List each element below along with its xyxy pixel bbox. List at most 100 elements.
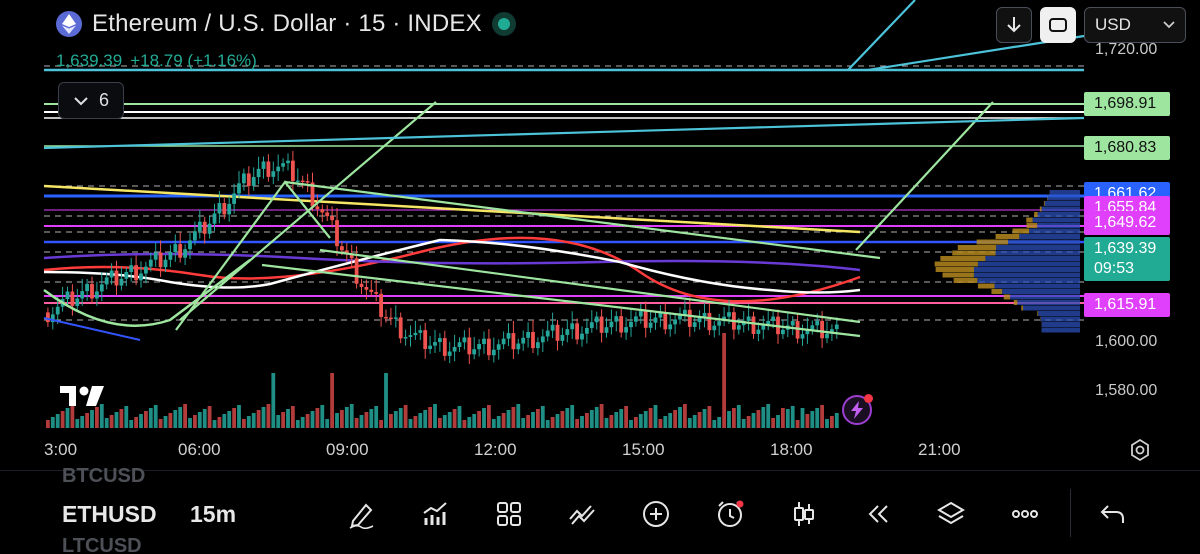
- volume-bar: [315, 408, 320, 428]
- chart-settings-icon[interactable]: [1128, 438, 1152, 462]
- undo-button[interactable]: [1096, 497, 1130, 531]
- layout-button[interactable]: [492, 497, 526, 531]
- candle-body: [403, 336, 408, 339]
- volume-bar: [193, 415, 197, 428]
- last-price: 1,639.39: [56, 51, 123, 70]
- candle-body: [202, 221, 207, 234]
- profile-bar: [977, 261, 1080, 267]
- candle-body: [398, 317, 403, 339]
- candle-body: [124, 271, 129, 279]
- volume-bar: [712, 420, 717, 428]
- profile-bar: [1038, 311, 1080, 316]
- currency-select[interactable]: USD: [1084, 7, 1186, 43]
- layers-button[interactable]: [934, 497, 968, 531]
- trend-line: [855, 101, 994, 251]
- candle-body: [516, 343, 521, 350]
- price-chart[interactable]: [0, 0, 1200, 470]
- trend-tools-button[interactable]: [565, 497, 599, 531]
- alert-button[interactable]: [713, 497, 747, 531]
- volume-bar: [413, 416, 418, 428]
- volume-bar: [379, 420, 383, 428]
- volume-bar: [134, 417, 138, 428]
- volume-bar: [109, 415, 114, 428]
- interval-selector[interactable]: 15m: [190, 501, 237, 527]
- candle-body: [55, 306, 60, 315]
- currency-value: USD: [1095, 15, 1131, 34]
- volume-bar: [491, 419, 496, 428]
- candle-body: [555, 324, 560, 341]
- candlesticks: [46, 150, 839, 365]
- indicators-button[interactable]: [418, 497, 452, 531]
- volume-bar: [75, 419, 80, 428]
- more-button[interactable]: [1008, 497, 1042, 531]
- volume-bar: [65, 408, 70, 428]
- draw-tool-button[interactable]: [345, 497, 379, 531]
- candle-body: [428, 345, 432, 350]
- candle-body: [153, 252, 158, 260]
- price-axis-label: 1,580.00: [1095, 381, 1158, 399]
- volume-bar: [540, 406, 545, 428]
- profile-bar: [1008, 239, 1080, 245]
- profile-bar: [1043, 201, 1045, 206]
- ma-line: [43, 236, 861, 303]
- candle-body: [246, 173, 251, 186]
- volume-bar: [678, 407, 682, 428]
- candle-body: [354, 258, 359, 284]
- download-button[interactable]: [996, 7, 1032, 43]
- symbol-header[interactable]: Ethereum / U.S. Dollar · 15 · INDEX: [56, 10, 516, 38]
- candle-body: [653, 317, 658, 323]
- volume-bar: [305, 414, 310, 428]
- candle-body: [648, 322, 653, 328]
- replay-button[interactable]: [860, 497, 894, 531]
- volume-bar: [599, 404, 604, 428]
- candle-body: [438, 338, 442, 343]
- volume-bar: [462, 420, 467, 428]
- volume-bar: [349, 404, 354, 428]
- volume-bar: [418, 413, 423, 428]
- symbol-next[interactable]: LTCUSD: [62, 535, 142, 554]
- volume-bar: [683, 404, 687, 428]
- profile-bar: [952, 250, 996, 256]
- time-axis-label: 12:00: [474, 440, 517, 459]
- candle-body: [795, 321, 800, 339]
- indicators-count: 6: [98, 90, 109, 110]
- volume-bar: [428, 407, 432, 428]
- candle-body: [594, 316, 599, 323]
- volume-bar: [565, 408, 570, 428]
- chart-type-button[interactable]: [787, 497, 821, 531]
- profile-bar: [985, 256, 1080, 261]
- symbol-prev[interactable]: BTCUSD: [62, 465, 146, 487]
- candle-body: [129, 265, 134, 272]
- candle-body: [452, 346, 457, 352]
- volume-bar: [452, 409, 457, 428]
- fullscreen-button[interactable]: [1040, 7, 1076, 43]
- quick-actions-button[interactable]: [842, 394, 873, 425]
- volume-bar: [795, 420, 800, 428]
- volume-bar: [643, 411, 648, 428]
- time-axis-label: 09:00: [326, 440, 369, 459]
- volume-bar: [810, 411, 815, 428]
- profile-bar: [1041, 327, 1080, 333]
- add-button[interactable]: [639, 497, 673, 531]
- price-change: +18.79 (+1.16%): [130, 51, 257, 70]
- profile-bar: [957, 245, 997, 250]
- undo-icon: [1100, 505, 1124, 523]
- candle-body: [810, 325, 815, 330]
- volume-bar: [560, 411, 565, 428]
- indicators-toggle-button[interactable]: 6: [58, 82, 124, 119]
- candle-body: [95, 291, 99, 299]
- volume-bar: [325, 419, 330, 428]
- trend-line: [284, 180, 881, 260]
- volume-bar: [295, 420, 300, 428]
- current-price: 1,639.39: [1094, 240, 1157, 258]
- volume-bar: [227, 411, 232, 428]
- candle-body: [315, 206, 320, 210]
- candle-body: [570, 323, 575, 330]
- volume-bar: [771, 418, 775, 428]
- candle-body: [790, 321, 795, 326]
- profile-bar: [1002, 289, 1080, 294]
- market-status-icon[interactable]: [491, 12, 516, 36]
- candle-body: [212, 213, 217, 224]
- volume-bar: [805, 414, 810, 428]
- symbol-selector[interactable]: ETHUSD: [62, 501, 157, 527]
